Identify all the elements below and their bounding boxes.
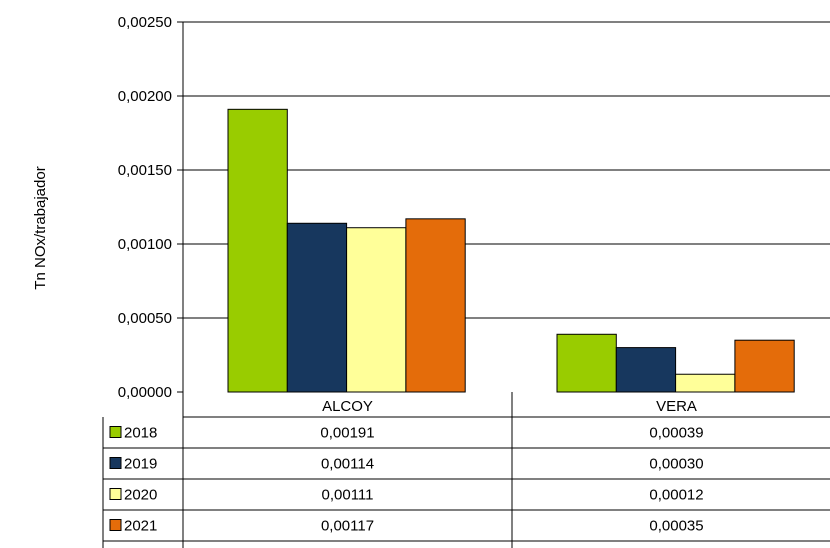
legend-label: 2021 [124,518,157,535]
data-table-value: 0,00035 [649,518,703,535]
axes [177,21,184,393]
legend-swatch-2018 [109,426,122,438]
legend-label: 2019 [124,456,157,473]
data-table-value: 0,00039 [649,425,703,442]
category-label: ALCOY [322,398,373,415]
y-axis-label: Tn NOx/trabajador [32,166,49,289]
data-table-value: 0,00111 [322,487,374,504]
y-tick-label: 0,00250 [118,14,172,31]
legend-label: 2018 [124,425,157,442]
legend-label: 2020 [124,487,157,504]
bar-2018-alcoy [227,108,288,393]
data-table-value: 0,00191 [320,425,374,442]
data-table: ALCOY VERA 2018 0,00191 0,00039 2019 0,00114 0,… [102,392,830,548]
y-tick-label: 0,00000 [118,384,172,401]
bar-2021-alcoy [405,218,466,393]
legend-swatch-2019 [109,457,122,469]
y-tick-labels: 0,00000 0,00050 0,00100 0,00150 0,00200 0,002… [118,14,172,401]
data-table-value: 0,00114 [321,456,374,473]
bar-2020-vera [675,373,736,393]
bar-2019-alcoy [286,222,348,393]
data-table-value: 0,00030 [649,456,703,473]
data-table-value: 0,00012 [649,487,703,504]
legend-swatch-2020 [109,488,122,500]
bar-2020-alcoy [346,227,407,393]
y-tick-label: 0,00150 [118,162,172,179]
bar-2018-vera [556,333,617,393]
category-label: VERA [656,398,697,415]
bar-2021-vera [734,339,795,393]
bar-2019-vera [615,347,677,393]
legend-swatch-2021 [109,519,122,531]
y-tick-label: 0,00100 [118,236,172,253]
y-tick-label: 0,00050 [118,310,172,327]
y-tick-label: 0,00200 [118,88,172,105]
data-table-value: 0,00117 [321,518,374,535]
bars [227,108,795,393]
